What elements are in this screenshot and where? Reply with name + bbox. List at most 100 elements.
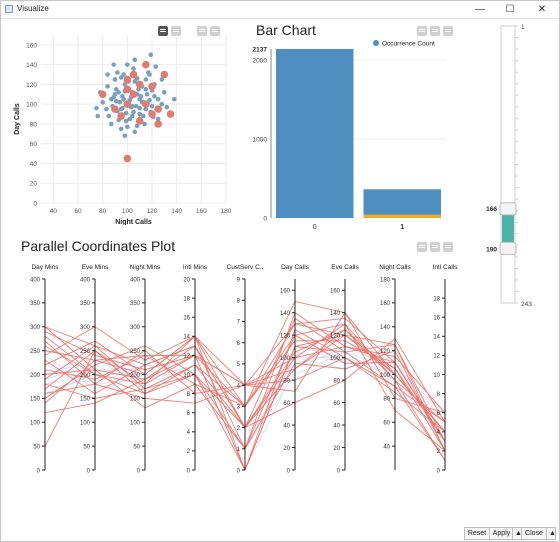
pc-tick-label: 200: [80, 373, 91, 379]
pc-tick-label: 140: [380, 325, 391, 331]
pc-tick-label: 14: [183, 335, 190, 341]
pc-tick-label: 150: [30, 397, 41, 403]
pc-tick-label: 6: [437, 411, 441, 417]
pc-tick-label: 100: [380, 373, 391, 379]
parallel-expand-icon[interactable]: [430, 242, 440, 252]
close-button[interactable]: Close: [521, 527, 547, 540]
pc-tick-label: 4: [237, 383, 241, 389]
pc-tick-label: 16: [433, 316, 440, 322]
pc-tick-label: 250: [130, 349, 141, 355]
pc-axis-label: Day Mins: [31, 264, 59, 271]
scatter-point: [143, 77, 149, 82]
legend-swatch: [373, 40, 379, 46]
scatter-point-selected: [129, 70, 138, 79]
pc-tick-label: 40: [383, 444, 390, 450]
scatter-point: [152, 93, 157, 99]
pc-tick-label: 8: [437, 392, 441, 398]
pc-tick-label: 50: [33, 444, 40, 450]
scatter-point: [142, 121, 147, 127]
scatter-point: [95, 113, 101, 119]
pc-tick-label: 0: [137, 468, 141, 474]
pc-tick-label: 120: [380, 349, 391, 355]
scatter-point: [123, 110, 129, 116]
pc-tick-label: 300: [130, 325, 141, 331]
pc-tick-label: 100: [130, 421, 141, 427]
maximize-button[interactable]: ☐: [505, 4, 515, 15]
bar-y-tick: 1000: [253, 136, 268, 143]
reset-button[interactable]: Reset: [464, 527, 490, 540]
pc-tick-label: 400: [130, 277, 141, 283]
minimize-button[interactable]: —: [475, 4, 485, 15]
pc-tick-label: 160: [330, 289, 341, 295]
bar-menu-icon[interactable]: [443, 26, 453, 36]
scatter-point: [132, 129, 138, 135]
pc-tick-label: 10: [183, 373, 190, 379]
pc-tick-label: 150: [80, 397, 91, 403]
pc-axis-label: Eve Calls: [331, 264, 359, 271]
app-icon: [5, 5, 13, 13]
parallel-move-icon[interactable]: [417, 242, 427, 252]
bar-x-tick: 1: [400, 224, 404, 231]
pc-tick-label: 3: [237, 405, 241, 411]
pc-tick-label: 120: [330, 333, 341, 339]
move-icon[interactable]: [158, 26, 168, 36]
close-window-button[interactable]: ✕: [537, 4, 547, 15]
pc-tick-label: 14: [433, 335, 440, 341]
scatter-point-selected: [98, 90, 107, 99]
pc-tick-label: 100: [330, 356, 341, 362]
pc-tick-label: 140: [280, 311, 291, 317]
scatter-x-tick: 80: [99, 208, 107, 215]
pc-tick-label: 4: [437, 430, 441, 436]
scatter-point-selected: [117, 112, 125, 120]
scatter-point: [121, 72, 126, 77]
menu-icon[interactable]: [210, 26, 220, 36]
pc-tick-label: 40: [283, 423, 290, 429]
scatter-point-selected: [123, 100, 132, 108]
pc-tick-label: 50: [83, 444, 90, 450]
pc-tick-label: 1: [237, 447, 241, 453]
scatter-point: [137, 111, 142, 117]
scatter-point: [122, 133, 128, 139]
range-slider[interactable]: 1 243 166 190: [476, 21, 546, 321]
legend-label: Occurrence Count: [382, 41, 435, 48]
pc-tick-label: 6: [237, 341, 241, 347]
pc-tick-label: 140: [330, 311, 341, 317]
scatter-y-tick: 20: [30, 181, 38, 188]
pc-tick-label: 120: [280, 333, 291, 339]
window-title: Visualize: [17, 4, 49, 13]
slider-selected-range: [502, 214, 514, 243]
scatter-y-label: Day Calls: [14, 103, 21, 135]
scatter-point: [105, 84, 110, 89]
scatter-point-selected: [166, 110, 175, 118]
pc-axis-label: Eve Mins: [82, 264, 109, 271]
scatter-y-tick: 40: [30, 161, 38, 168]
select-icon[interactable]: [171, 26, 181, 36]
pc-tick-label: 80: [283, 378, 290, 384]
expand-icon[interactable]: [197, 26, 207, 36]
scatter-plot[interactable]: 40 60 80 100 120 140 160 180 0 20 40 60 80 100 120 140 1…: [11, 25, 236, 225]
scatter-point: [131, 109, 136, 115]
bar-chart[interactable]: 0 1000 2000 2137 0 1 Occurrence Count: [246, 37, 456, 237]
scatter-x-label: Night Calls: [115, 219, 152, 225]
scatter-x-tick: 160: [196, 208, 207, 215]
close-menu-button[interactable]: ▲: [546, 527, 556, 540]
scatter-point: [109, 121, 114, 127]
pc-tick-label: 150: [130, 397, 141, 403]
parallel-menu-icon[interactable]: [443, 242, 453, 252]
pc-tick-label: 250: [30, 349, 41, 355]
scatter-point: [143, 106, 149, 112]
pc-tick-label: 4: [187, 430, 191, 436]
scatter-point-selected: [160, 70, 169, 79]
scatter-x-tick: 140: [171, 208, 182, 215]
scatter-point: [105, 72, 110, 77]
apply-button[interactable]: Apply: [489, 527, 514, 540]
bar-expand-icon[interactable]: [430, 26, 440, 36]
scatter-x-tick: 180: [221, 208, 232, 215]
pc-tick-label: 160: [380, 301, 391, 307]
scatter-point-selected: [142, 100, 150, 108]
scatter-point: [113, 98, 119, 104]
bar-move-icon[interactable]: [417, 26, 427, 36]
pc-tick-label: 100: [80, 421, 91, 427]
